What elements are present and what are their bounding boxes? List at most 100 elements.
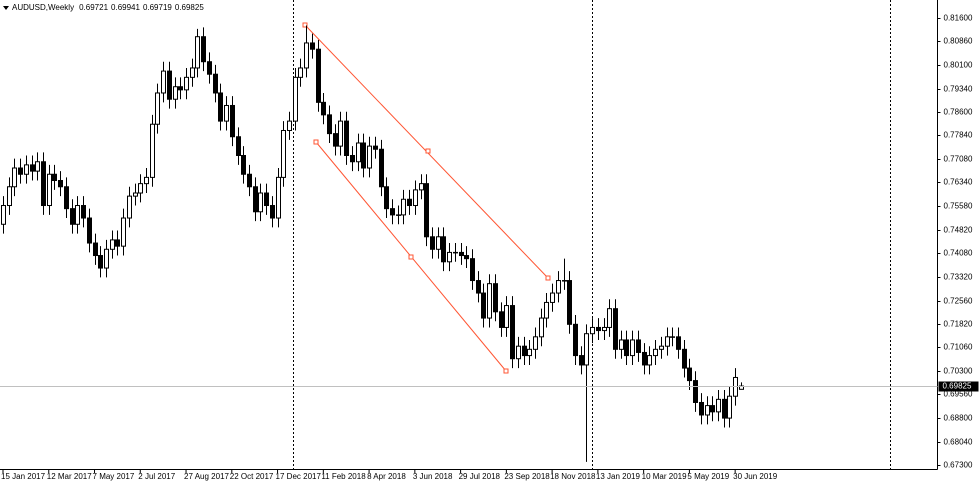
candle-body bbox=[682, 348, 687, 369]
last-price-label: 0.69825 bbox=[943, 382, 972, 391]
candle-body bbox=[356, 142, 361, 163]
x-tick-label: 18 Nov 2018 bbox=[550, 472, 596, 481]
candle-body bbox=[264, 192, 269, 207]
candle-body bbox=[522, 345, 527, 357]
candle-body bbox=[716, 398, 721, 413]
candle-body bbox=[41, 161, 46, 207]
candles bbox=[1, 25, 744, 462]
candle-body bbox=[613, 308, 618, 350]
candle-body bbox=[310, 42, 315, 50]
x-tick-label: 7 May 2017 bbox=[93, 472, 135, 481]
candle-body bbox=[722, 398, 727, 419]
candle-body bbox=[562, 280, 567, 282]
candle-body bbox=[510, 305, 515, 360]
candle-body bbox=[93, 242, 98, 257]
y-tick-label: 0.73320 bbox=[944, 273, 973, 282]
candle-body bbox=[504, 305, 509, 328]
candle-body bbox=[493, 283, 498, 313]
candle-body bbox=[447, 251, 452, 263]
x-tick-label: 23 Sep 2018 bbox=[504, 472, 550, 481]
candle-body bbox=[647, 355, 652, 366]
x-tick-label: 30 Jun 2019 bbox=[733, 472, 778, 481]
x-tick-label: 13 Jan 2019 bbox=[596, 472, 641, 481]
header-menu-arrow[interactable] bbox=[3, 6, 9, 10]
candle-body bbox=[236, 136, 241, 156]
x-tick-label: 29 Jul 2018 bbox=[459, 472, 501, 481]
candle-body bbox=[693, 380, 698, 403]
y-tick-label: 0.69560 bbox=[944, 390, 973, 399]
candle-body bbox=[321, 101, 326, 116]
channel-anchor[interactable] bbox=[408, 254, 414, 260]
candle-body bbox=[327, 114, 332, 135]
y-tick-label: 0.70300 bbox=[944, 367, 973, 376]
chart-header: AUDUSD,Weekly 0.69721 0.69941 0.69719 0.6982… bbox=[12, 3, 204, 12]
candle-body bbox=[705, 405, 710, 416]
channel-anchor[interactable] bbox=[545, 275, 551, 281]
candle-body bbox=[1, 205, 6, 225]
candle-body bbox=[413, 189, 418, 207]
candle-body bbox=[87, 217, 92, 244]
candle-body bbox=[544, 301, 549, 319]
last-price-box bbox=[938, 381, 979, 392]
candle-body bbox=[190, 67, 195, 78]
channel-anchor[interactable] bbox=[313, 139, 319, 145]
candle-body bbox=[670, 336, 675, 338]
y-tick-label: 0.71060 bbox=[944, 343, 973, 352]
candle-body bbox=[150, 123, 155, 178]
candle-body bbox=[333, 133, 338, 147]
candle-body bbox=[584, 333, 589, 366]
candle-body bbox=[52, 173, 57, 182]
candle-body bbox=[173, 86, 178, 100]
candle-body bbox=[527, 348, 532, 357]
candle-body bbox=[710, 405, 715, 413]
candle-body bbox=[481, 292, 486, 319]
candle-body bbox=[304, 42, 309, 69]
candle-body bbox=[47, 173, 52, 207]
y-tick-label: 0.76340 bbox=[944, 178, 973, 187]
channel-anchor[interactable] bbox=[503, 368, 509, 374]
candle-body bbox=[258, 192, 263, 213]
candle-body bbox=[361, 142, 366, 169]
y-tick-label: 0.67300 bbox=[944, 461, 973, 470]
candle-body bbox=[138, 183, 143, 194]
channel-anchor[interactable] bbox=[302, 22, 308, 28]
candle-body bbox=[602, 326, 607, 332]
candle-body bbox=[81, 205, 86, 219]
candle-body bbox=[281, 129, 286, 178]
candle-body bbox=[115, 239, 120, 247]
candle-body bbox=[24, 164, 29, 175]
candle-body bbox=[384, 186, 389, 210]
candle-body bbox=[344, 120, 349, 156]
candle-body bbox=[293, 76, 298, 122]
y-tick-label: 0.72560 bbox=[944, 297, 973, 306]
candle-body bbox=[338, 120, 343, 147]
candle-body bbox=[487, 283, 492, 319]
y-tick-label: 0.81600 bbox=[944, 14, 973, 23]
candle-body bbox=[110, 239, 115, 250]
y-tick-label: 0.77840 bbox=[944, 131, 973, 140]
candle-body bbox=[218, 92, 223, 122]
y-tick-label: 0.75580 bbox=[944, 202, 973, 211]
candle-body bbox=[155, 92, 160, 125]
candle-body bbox=[12, 167, 17, 188]
header-low: 0.69719 bbox=[143, 3, 172, 12]
candle-body bbox=[464, 255, 469, 260]
candle-body bbox=[367, 145, 372, 169]
candle-body bbox=[453, 251, 458, 254]
candle-body bbox=[556, 280, 561, 294]
channel-anchor[interactable] bbox=[425, 148, 431, 154]
candle-body bbox=[499, 311, 504, 328]
candle-body bbox=[396, 214, 401, 216]
candle-body bbox=[567, 280, 572, 325]
candle-body bbox=[441, 236, 446, 263]
candle-body bbox=[573, 323, 578, 357]
candle-body bbox=[379, 148, 384, 188]
candle-body bbox=[161, 70, 166, 94]
candle-body bbox=[247, 173, 252, 188]
candle-body bbox=[727, 395, 732, 419]
candle-body bbox=[619, 339, 624, 350]
candle-body bbox=[144, 176, 149, 185]
candle-body bbox=[207, 61, 212, 75]
y-tick-label: 0.74080 bbox=[944, 249, 973, 258]
